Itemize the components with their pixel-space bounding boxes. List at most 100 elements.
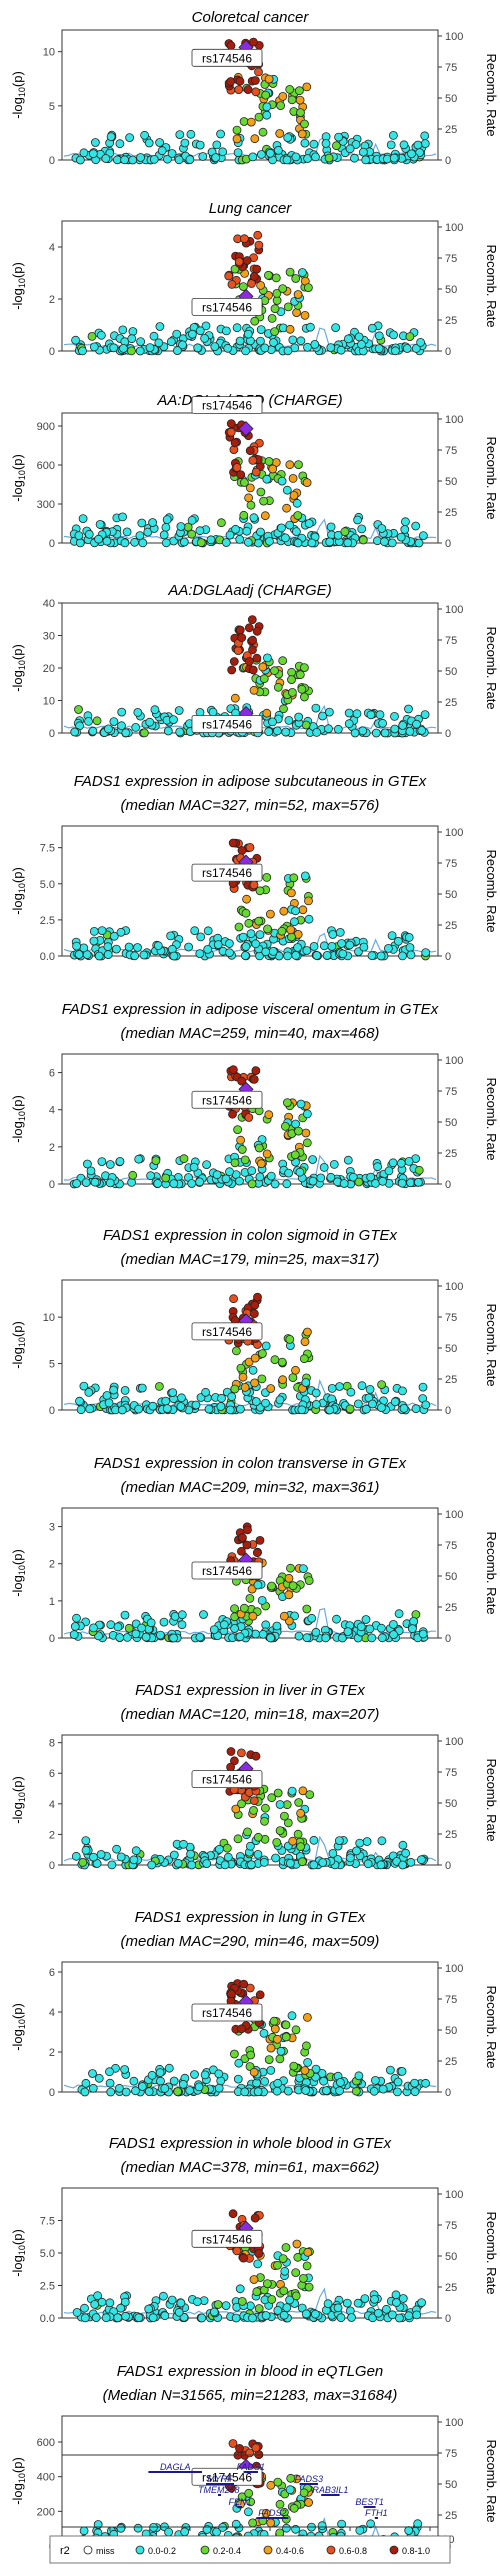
snp-point	[121, 2311, 130, 2321]
snp-point	[247, 1166, 257, 1176]
snp-point	[298, 905, 308, 915]
snp-point	[113, 1622, 123, 1632]
snp-point	[197, 2313, 207, 2323]
snp-point	[80, 2303, 89, 2313]
recomb-tick-label: 75	[445, 253, 457, 265]
snp-point	[72, 1179, 81, 1188]
snp-point	[248, 1365, 258, 1375]
y-label-sub: 10	[17, 2019, 27, 2029]
legend-swatch	[263, 2545, 273, 2555]
snp-point	[191, 1400, 201, 1410]
snp-point	[285, 1335, 295, 1344]
snp-point	[253, 1832, 263, 1842]
snp-point	[226, 1762, 236, 1772]
snp-point	[226, 419, 236, 429]
y-label-base: -log	[10, 893, 25, 915]
snp-point	[264, 1110, 274, 1120]
snp-point	[304, 914, 314, 924]
snp-point	[250, 1378, 260, 1388]
snp-point	[226, 77, 236, 86]
snp-point	[355, 1838, 365, 1848]
snp-point	[272, 1621, 282, 1631]
snp-point	[256, 527, 265, 537]
snp-point	[209, 1625, 219, 1634]
snp-point	[216, 129, 226, 139]
snp-point	[174, 155, 184, 165]
snp-point	[270, 666, 279, 676]
y-tick-label: 4	[49, 1105, 55, 1117]
snp-point	[284, 716, 294, 725]
recomb-tick-label: 100	[445, 222, 463, 234]
snp-point	[273, 682, 283, 692]
snp-point	[257, 1374, 267, 1384]
snp-point	[285, 2295, 295, 2305]
recomb-tick-label: 25	[445, 124, 457, 136]
snp-point	[276, 2046, 286, 2056]
snp-point	[217, 1393, 226, 1403]
gene-label: DAGLA	[160, 2462, 191, 2472]
snp-point	[184, 942, 194, 952]
y-tick-label: 4	[49, 1799, 55, 1811]
snp-point	[120, 1386, 130, 1395]
snp-point	[254, 112, 264, 122]
snp-point	[379, 537, 389, 547]
lead-snp-marker	[238, 421, 254, 437]
snp-point	[208, 707, 218, 717]
snp-point	[312, 728, 322, 737]
snp-point	[170, 1612, 180, 1621]
snp-point	[378, 718, 388, 728]
snp-point	[89, 342, 99, 352]
snp-point	[389, 153, 399, 163]
snp-point	[230, 1624, 240, 1633]
snp-point	[88, 149, 98, 159]
snp-point	[413, 1177, 423, 1187]
snp-point	[96, 1850, 106, 1859]
snp-point	[291, 906, 300, 916]
legend-swatch	[389, 2545, 399, 2555]
snp-point	[396, 1158, 406, 1168]
snp-point	[345, 144, 355, 154]
snp-point	[194, 2082, 204, 2092]
snp-point	[235, 1632, 245, 1642]
snp-points	[70, 838, 431, 961]
snp-point	[319, 941, 329, 951]
snp-point	[119, 343, 128, 353]
snp-point	[231, 2313, 241, 2323]
y-tick-label: 6	[49, 1068, 55, 1080]
y-label-tail: (p)	[10, 644, 25, 660]
snp-point	[169, 951, 179, 961]
snp-point	[264, 456, 274, 466]
snp-point	[88, 2069, 97, 2078]
recomb-tick-label: 50	[445, 1571, 457, 1583]
snp-point	[235, 625, 245, 635]
snp-point	[166, 337, 176, 347]
snp-point	[339, 1179, 349, 1188]
snp-point	[264, 727, 274, 737]
snp-point	[216, 1402, 226, 1411]
snp-point	[293, 538, 303, 548]
snp-point	[302, 1109, 312, 1119]
snp-point	[173, 2087, 183, 2097]
y-label-sub: 10	[17, 87, 27, 97]
gene-label: FADS3	[295, 2474, 323, 2484]
snp-point	[88, 2083, 98, 2093]
recomb-tick-label: 25	[445, 697, 457, 709]
lead-snp-label: rs174546	[202, 2232, 252, 2246]
snp-point	[288, 473, 298, 483]
snp-point	[283, 133, 293, 143]
snp-point	[200, 333, 210, 343]
snp-point	[385, 2065, 395, 2075]
snp-point	[117, 1405, 127, 1415]
snp-point	[410, 2078, 420, 2088]
snp-point	[280, 2266, 290, 2276]
snp-point	[195, 1177, 205, 1187]
recomb-tick-label: 100	[445, 1509, 463, 1521]
lead-snp-label-box	[191, 297, 263, 316]
snp-point	[279, 1811, 289, 1821]
snp-points	[71, 230, 427, 356]
snp-point	[301, 2086, 311, 2095]
snp-point	[344, 719, 354, 729]
snp-point	[253, 2259, 263, 2269]
snp-point	[285, 267, 295, 277]
snp-point	[89, 927, 99, 936]
